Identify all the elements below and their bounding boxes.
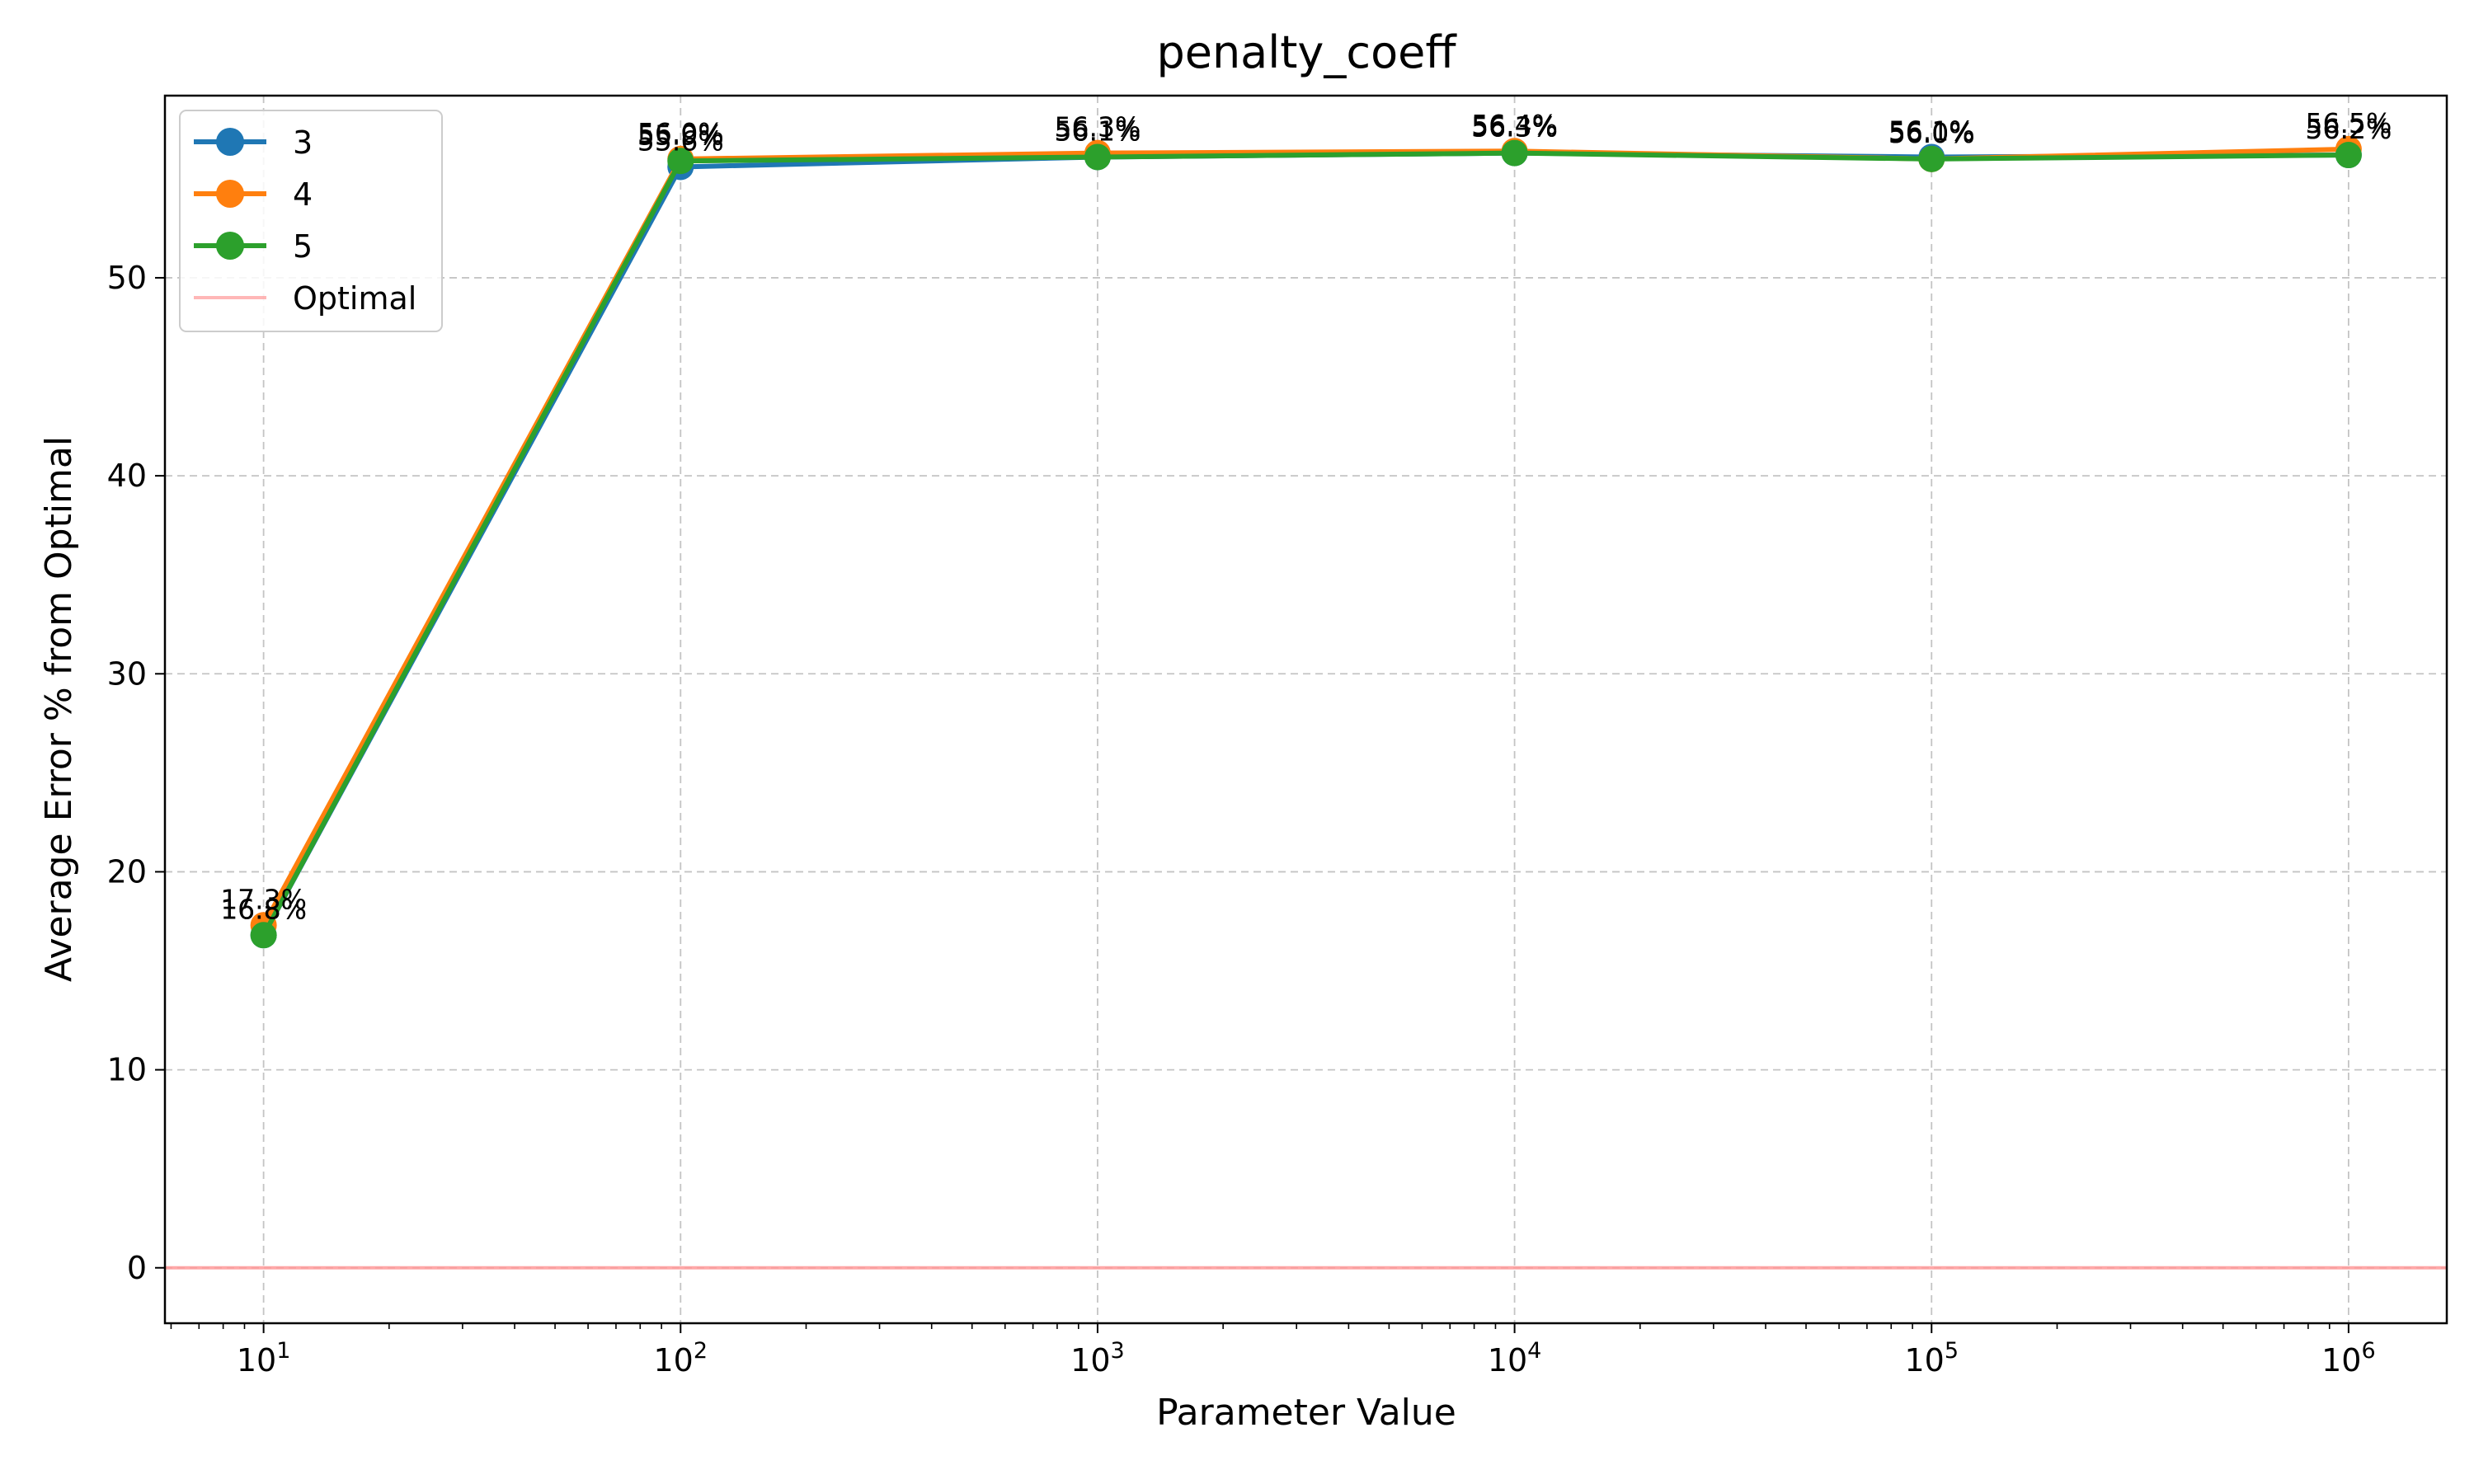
legend-label-5: 5 — [293, 228, 313, 265]
y-axis-label: Average Error % from Optimal — [38, 436, 80, 982]
legend-marker-4 — [216, 180, 244, 208]
y-tick-label: 20 — [107, 853, 147, 890]
data-label-series-5: 56.2% — [2305, 113, 2392, 145]
plot-area-frame — [163, 94, 2448, 1325]
data-label-series-4: 56.0% — [1888, 117, 1975, 149]
data-label-series-3: 55.6% — [637, 124, 724, 157]
data-label-series-5: 55.9% — [637, 119, 724, 151]
x-tick-label: 103 — [1070, 1338, 1125, 1378]
x-tick-label: 105 — [1904, 1338, 1959, 1378]
data-point-series-5 — [2335, 142, 2362, 169]
data-label-series-5: 16.8% — [220, 893, 307, 925]
x-tick-label: 104 — [1488, 1338, 1542, 1378]
y-tick-label: 30 — [107, 655, 147, 692]
data-label-layer: 16.8%55.6% 56.1% 56.3% 56.1% 56.2%17.3%56.0%… — [220, 107, 2392, 925]
data-label-series-3: 16.8% — [220, 893, 307, 925]
y-axis: 0 10 20 30 40 50 — [107, 260, 165, 1286]
data-label-series-4: 17.3% — [220, 883, 307, 915]
data-point-series-5 — [667, 148, 694, 175]
series-layer — [250, 135, 2362, 949]
legend-label-Optimal: Optimal — [293, 280, 416, 317]
chart-title: penalty_coeff — [1156, 26, 1457, 78]
y-tick-label: 0 — [127, 1250, 147, 1286]
legend-label-4: 4 — [293, 176, 313, 213]
data-point-series-5 — [1501, 139, 1528, 167]
y-tick-label: 10 — [107, 1052, 147, 1088]
data-label-series-3: 56.1% — [1888, 115, 1975, 147]
x-axis: 101 102 103 104 105 106 — [170, 1323, 2376, 1378]
legend-marker-3 — [216, 128, 244, 156]
y-tick-label: 50 — [107, 260, 147, 296]
series-line-5 — [261, 150, 2349, 937]
data-point-series-5 — [250, 922, 277, 949]
data-label-series-3: 56.2% — [2305, 113, 2392, 145]
data-label-series-3: 56.1% — [1055, 115, 1141, 147]
data-label-series-5: 56.0% — [1888, 117, 1975, 149]
data-point-series-5 — [1084, 143, 1111, 171]
x-tick-label: 102 — [654, 1338, 708, 1378]
y-tick-label: 40 — [107, 458, 147, 494]
data-label-series-4: 56.4% — [1471, 109, 1558, 141]
x-tick-label: 106 — [2321, 1338, 2376, 1378]
legend-label-3: 3 — [293, 124, 313, 161]
data-point-series-5 — [1918, 145, 1945, 172]
data-label-series-5: 56.3% — [1471, 111, 1558, 143]
x-axis-label: Parameter Value — [1156, 1392, 1456, 1434]
data-label-series-5: 56.1% — [1055, 115, 1141, 147]
legend-marker-5 — [216, 232, 244, 260]
data-label-series-3: 56.3% — [1471, 111, 1558, 143]
data-label-series-4: 56.5% — [2305, 107, 2392, 139]
x-tick-label: 101 — [237, 1338, 291, 1378]
legend-frame — [179, 110, 443, 332]
legend: 3 4 5 Optimal — [179, 110, 443, 332]
data-label-series-4: 56.3% — [1055, 111, 1141, 143]
data-label-series-4: 56.0% — [637, 117, 724, 149]
legend-items: 3 4 5 Optimal — [194, 124, 416, 317]
